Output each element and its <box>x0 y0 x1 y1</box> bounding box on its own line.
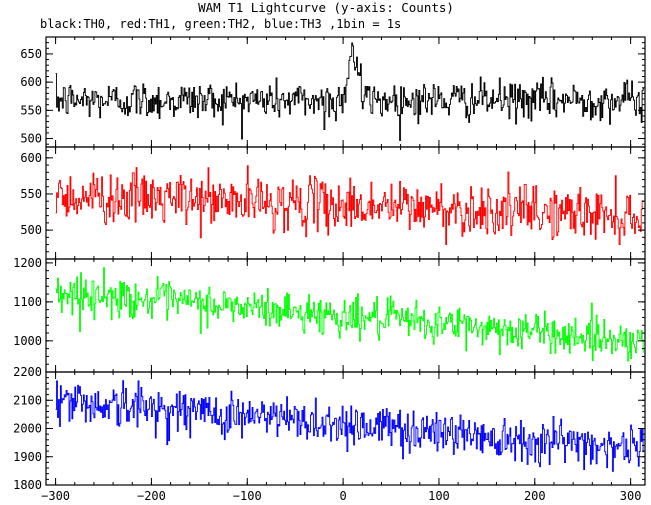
y-tick-label: 550 <box>20 187 42 201</box>
x-tick-label: 0 <box>339 489 346 503</box>
chart-subtitle: black:TH0, red:TH1, green:TH2, blue:TH3 … <box>40 17 401 31</box>
y-tick-label: 550 <box>20 103 42 117</box>
chart-title: WAM T1 Lightcurve (y-axis: Counts) <box>198 0 454 15</box>
series-line-th0 <box>55 42 644 141</box>
y-tick-label: 1100 <box>13 295 42 309</box>
series-line-th3 <box>55 380 644 472</box>
panel-frame-th3 <box>45 371 646 486</box>
panels-group: 5005506006505005506001000110012001800190… <box>13 36 646 503</box>
panel-th0: 500 550 600 650 <box>20 36 646 148</box>
panel-frame-th2 <box>45 258 646 373</box>
x-tick-label: 200 <box>524 489 546 503</box>
series-line-th1 <box>55 165 644 246</box>
y-tick-label: 1200 <box>13 256 42 270</box>
y-tick-label: 2000 <box>13 422 42 436</box>
x-tick-label: 300 <box>620 489 642 503</box>
x-tick-label: −100 <box>233 489 262 503</box>
panel-th2: 1000 1100 1200 <box>13 256 646 373</box>
y-tick-label: 1800 <box>13 478 42 492</box>
panel-th3: 1800 1900 2000 2100 2200 <box>13 365 646 492</box>
x-tick-label: −300 <box>41 489 70 503</box>
y-tick-label: 600 <box>20 151 42 165</box>
y-tick-label: 2100 <box>13 393 42 407</box>
y-tick-label: 2200 <box>13 365 42 379</box>
y-tick-label: 650 <box>20 47 42 61</box>
series-line-th2 <box>55 267 644 362</box>
y-tick-label: 1900 <box>13 450 42 464</box>
y-tick-label: 1000 <box>13 334 42 348</box>
x-tick-label: −200 <box>137 489 166 503</box>
y-tick-label: 500 <box>20 132 42 146</box>
panel-th1: 500 550 600 <box>20 146 646 260</box>
y-tick-label: 500 <box>20 223 42 237</box>
y-tick-label: 600 <box>20 75 42 89</box>
x-tick-label: 100 <box>428 489 450 503</box>
